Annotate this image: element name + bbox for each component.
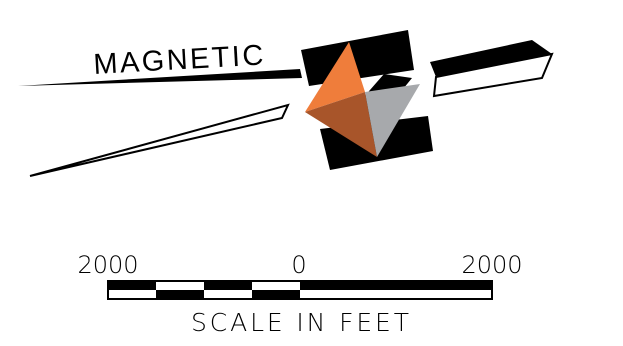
scale-seg-bottom-2 (156, 290, 204, 299)
north-arrow-needle-dark (18, 69, 302, 86)
scale-bar: 2000 0 2000 SCALE IN FEET (77, 251, 522, 337)
scale-tick-label-left: 2000 (77, 251, 138, 279)
north-arrow-tail-dark (430, 40, 552, 77)
scale-tick-label-right: 2000 (461, 251, 522, 279)
star-facet-orange (305, 42, 365, 112)
scale-seg-top-2 (156, 281, 204, 290)
scale-bar-outline (107, 280, 493, 300)
star-facet-gray (365, 84, 420, 157)
scale-seg-top-4 (252, 281, 300, 290)
north-arrow-tail-light (432, 52, 554, 98)
z-glyph-top-bar (301, 30, 414, 86)
scale-seg-top-5 (300, 281, 492, 290)
scale-seg-bottom-3 (204, 290, 252, 299)
star-facet-rust (305, 92, 377, 157)
scale-seg-bottom-1 (108, 290, 156, 299)
scale-tick-label-center: 0 (291, 251, 306, 279)
scale-seg-top-3 (204, 281, 252, 290)
scale-seg-top-1 (108, 281, 156, 290)
north-arrow: MAGNETIC (18, 30, 554, 177)
scale-seg-bottom-5 (300, 290, 492, 299)
north-arrow-needle-light (29, 103, 290, 177)
scale-seg-bottom-4 (252, 290, 300, 299)
scale-title: SCALE IN FEET (191, 308, 409, 337)
scale-bar-segments (107, 280, 493, 300)
